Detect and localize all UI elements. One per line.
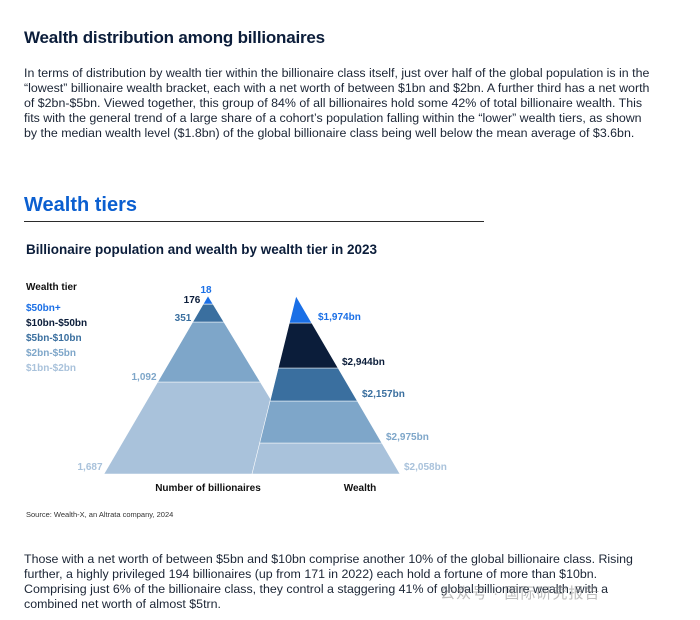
count-segment-50bn-plus xyxy=(202,295,214,305)
watermark: 公众号 · 国际研究报告 xyxy=(440,585,601,602)
page-title: Wealth distribution among billionaires xyxy=(24,28,325,47)
wealth-segment-5bn-10bn xyxy=(269,367,358,402)
wealth-segment-1bn-2bn xyxy=(251,442,401,475)
count-segment-2bn-5bn xyxy=(157,321,261,383)
source-note: Source: Wealth-X, an Altrata company, 20… xyxy=(26,510,174,519)
closing-paragraph: Those with a net worth of between $5bn a… xyxy=(24,552,633,611)
wealth-label-50bn-plus: $1,974bn xyxy=(318,312,361,323)
legend-item-5bn-10bn: $5bn-$10bn xyxy=(26,333,82,344)
wealth-pyramid xyxy=(251,295,401,475)
count-segment-5bn-10bn xyxy=(192,303,225,323)
wealth-label-10bn-50bn: $2,944bn xyxy=(342,357,385,368)
count-label-10bn-50bn: 176 xyxy=(184,295,201,306)
wealth-segment-2bn-5bn xyxy=(259,400,383,444)
legend-item-50bn-plus: $50bn+ xyxy=(26,303,61,314)
legend-item-2bn-5bn: $2bn-$5bn xyxy=(26,348,77,359)
section-divider xyxy=(24,221,484,222)
count-label-5bn-10bn: 351 xyxy=(175,313,192,324)
intro-paragraph: In terms of distribution by wealth tier … xyxy=(24,66,650,140)
section-heading: Wealth tiers xyxy=(24,194,137,216)
left-axis-label: Number of billionaires xyxy=(155,483,261,494)
chart-title: Billionaire population and wealth by wea… xyxy=(26,242,378,257)
chart-legend: Wealth tier $50bn+ $10bn-$50bn $5bn-$10b… xyxy=(26,282,87,376)
wealth-label-5bn-10bn: $2,157bn xyxy=(362,389,405,400)
wealth-segment-10bn-50bn xyxy=(277,322,339,369)
count-label-2bn-5bn: 1,092 xyxy=(131,372,156,383)
legend-item-10bn-50bn: $10bn-$50bn xyxy=(26,318,88,329)
count-label-1bn-2bn: 1,687 xyxy=(77,462,102,473)
wealth-segment-50bn-plus xyxy=(288,295,313,324)
legend-title: Wealth tier xyxy=(26,282,77,293)
wealth-label-2bn-5bn: $2,975bn xyxy=(386,432,429,443)
pyramid-chart: 18 176 351 1,092 1,687 $1,974bn $2,944bn… xyxy=(77,285,447,494)
right-axis-label: Wealth xyxy=(344,483,377,494)
legend-item-1bn-2bn: $1bn-$2bn xyxy=(26,363,77,374)
count-label-50bn-plus: 18 xyxy=(200,285,212,296)
wealth-label-1bn-2bn: $2,058bn xyxy=(404,462,447,473)
